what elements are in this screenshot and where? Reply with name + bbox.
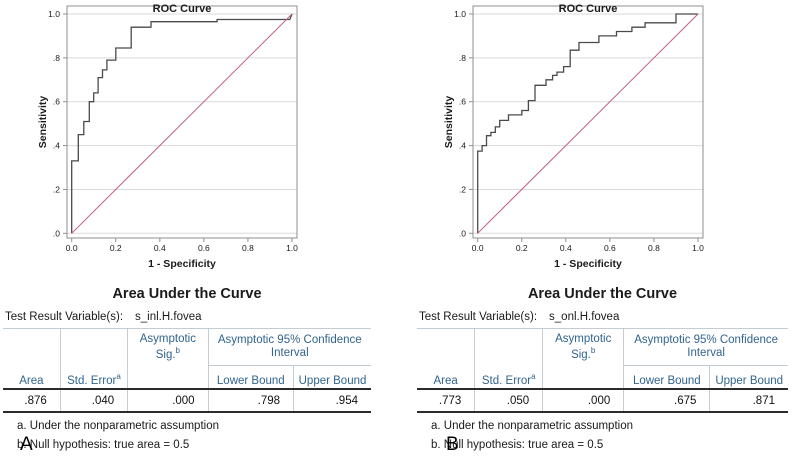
y-tick-label: 1.0 <box>48 9 60 19</box>
table-footnotes: a. Under the nonparametric assumption b.… <box>431 420 788 451</box>
header-confidence-interval: Asymptotic 95% Confidence Interval <box>207 328 371 366</box>
plot-frame <box>472 5 704 239</box>
roc-curve-line <box>71 13 293 234</box>
y-tick-label: .2 <box>53 184 60 194</box>
table-footnotes: a. Under the nonparametric assumption b.… <box>17 420 371 451</box>
reference-diagonal-line <box>71 13 293 234</box>
header-spacer <box>474 328 543 366</box>
table-title: Area Under the Curve <box>527 286 678 302</box>
footnote-a: a. Under the nonparametric assumption <box>431 420 633 432</box>
value-std-error: .050 <box>474 389 543 413</box>
table-data-row: .773 .050 .000 .675 .871 <box>417 389 788 413</box>
x-tick-label: 0.8 <box>242 243 254 253</box>
header-spacer <box>3 328 61 366</box>
test-result-label: Test Result Variable(s): <box>5 311 124 323</box>
table-header-row-1: Asymptotic Sig.b Asymptotic 95% Confidenc… <box>417 328 788 366</box>
header-asymptotic-sig: Asymptotic Sig.b <box>127 328 209 366</box>
test-result-label: Test Result Variable(s): <box>419 311 538 323</box>
header-upper-bound: Upper Bound <box>709 365 788 390</box>
x-tick-label: 0.6 <box>198 243 210 253</box>
header-lower-bound: Lower Bound <box>623 365 710 390</box>
reference-diagonal-line <box>477 13 699 234</box>
header-spacer <box>417 328 475 366</box>
header-std-error: Std. Errora <box>59 365 128 390</box>
y-tick-label: .8 <box>459 53 466 63</box>
panel-b: ROC Curve 0.0 0.2 0.4 0.6 0.8 1.0 .0 .2 .4 .6 .8 1.0… <box>397 0 793 462</box>
value-lower-bound: .675 <box>623 389 710 413</box>
header-lower-bound: Lower Bound <box>207 365 294 390</box>
x-axis-label: 1 - Specificity <box>554 258 622 270</box>
y-axis-label: Sensitivity <box>37 96 49 149</box>
header-area: Area <box>3 365 61 390</box>
chart-title: ROC Curve <box>153 3 212 15</box>
test-result-variable: s_onl.H.fovea <box>549 311 620 323</box>
value-lower-bound: .798 <box>207 389 294 413</box>
header-spacer <box>542 365 624 390</box>
x-tick-label: 0.2 <box>516 243 528 253</box>
y-tick-label: .0 <box>459 228 466 238</box>
value-area: .773 <box>417 389 475 413</box>
value-area: .876 <box>3 389 61 413</box>
y-tick-label: 1.0 <box>454 9 466 19</box>
chart-title: ROC Curve <box>559 3 618 15</box>
table-header-row-2: Area Std. Errora Lower Bound Upper Bound <box>417 365 788 390</box>
table-header-row-2: Area Std. Errora Lower Bound Upper Bound <box>3 365 371 390</box>
header-spacer <box>59 328 128 366</box>
x-axis-label: 1 - Specificity <box>148 258 216 270</box>
x-tick-label: 0.6 <box>604 243 616 253</box>
test-result-variable: s_inl.H.fovea <box>135 311 202 323</box>
table-header-row-1: Asymptotic Sig.b Asymptotic 95% Confidenc… <box>3 328 371 366</box>
panel-a: ROC Curve 0.0 0.2 0.4 0.6 0.8 1.0 .0 .2 .4 .6 .8 1.0… <box>0 0 396 462</box>
y-tick-label: .8 <box>53 53 60 63</box>
auc-table-b: Area Under the Curve Test Result Variabl… <box>417 286 788 458</box>
auc-table-a: Area Under the Curve Test Result Variabl… <box>3 286 371 458</box>
y-axis-label: Sensitivity <box>443 96 455 149</box>
value-upper-bound: .871 <box>709 389 788 413</box>
roc-curve-line <box>477 13 698 234</box>
auc-table: Asymptotic Sig.b Asymptotic 95% Confidenc… <box>417 328 788 413</box>
x-tick-label: 0.4 <box>154 243 166 253</box>
table-data-row: .876 .040 .000 .798 .954 <box>3 389 371 413</box>
value-upper-bound: .954 <box>293 389 371 413</box>
footnote-a: a. Under the nonparametric assumption <box>17 420 219 432</box>
auc-table: Asymptotic Sig.b Asymptotic 95% Confidenc… <box>3 328 371 413</box>
y-tick-label: .4 <box>53 141 60 151</box>
value-std-error: .040 <box>59 389 128 413</box>
footnote-b: b. Null hypothesis: true area = 0.5 <box>17 439 190 451</box>
y-tick-label: .4 <box>459 141 466 151</box>
panel-label-b: B <box>446 434 459 455</box>
x-tick-label: 0.8 <box>648 243 660 253</box>
y-tick-label: .6 <box>53 97 60 107</box>
y-tick-label: .6 <box>459 97 466 107</box>
table-title: Area Under the Curve <box>112 286 262 302</box>
roc-chart-b: ROC Curve 0.0 0.2 0.4 0.6 0.8 1.0 .0 .2 .4 .6 .8 1.0… <box>443 3 704 270</box>
panel-label-a: A <box>20 434 33 455</box>
x-tick-label: 0.0 <box>472 243 484 253</box>
header-area: Area <box>417 365 475 390</box>
header-confidence-interval: Asymptotic 95% Confidence Interval <box>623 328 788 366</box>
header-upper-bound: Upper Bound <box>293 365 371 390</box>
x-tick-label: 1.0 <box>286 243 298 253</box>
x-tick-label: 0.2 <box>110 243 122 253</box>
value-sig: .000 <box>127 389 209 413</box>
y-tick-label: .0 <box>53 228 60 238</box>
x-tick-label: 1.0 <box>692 243 704 253</box>
footnote-b: b. Null hypothesis: true area = 0.5 <box>431 439 604 451</box>
header-std-error: Std. Errora <box>474 365 543 390</box>
x-tick-label: 0.0 <box>66 243 78 253</box>
test-result-variable-line: Test Result Variable(s): s_onl.H.fovea <box>419 311 788 323</box>
header-asymptotic-sig: Asymptotic Sig.b <box>542 328 624 366</box>
test-result-variable-line: Test Result Variable(s): s_inl.H.fovea <box>5 311 371 323</box>
header-spacer <box>127 365 209 390</box>
x-tick-label: 0.4 <box>560 243 572 253</box>
y-tick-label: .2 <box>459 184 466 194</box>
plot-frame <box>66 5 298 239</box>
value-sig: .000 <box>542 389 624 413</box>
roc-chart-a: ROC Curve 0.0 0.2 0.4 0.6 0.8 1.0 .0 .2 .4 .6 .8 1.0… <box>37 3 298 270</box>
